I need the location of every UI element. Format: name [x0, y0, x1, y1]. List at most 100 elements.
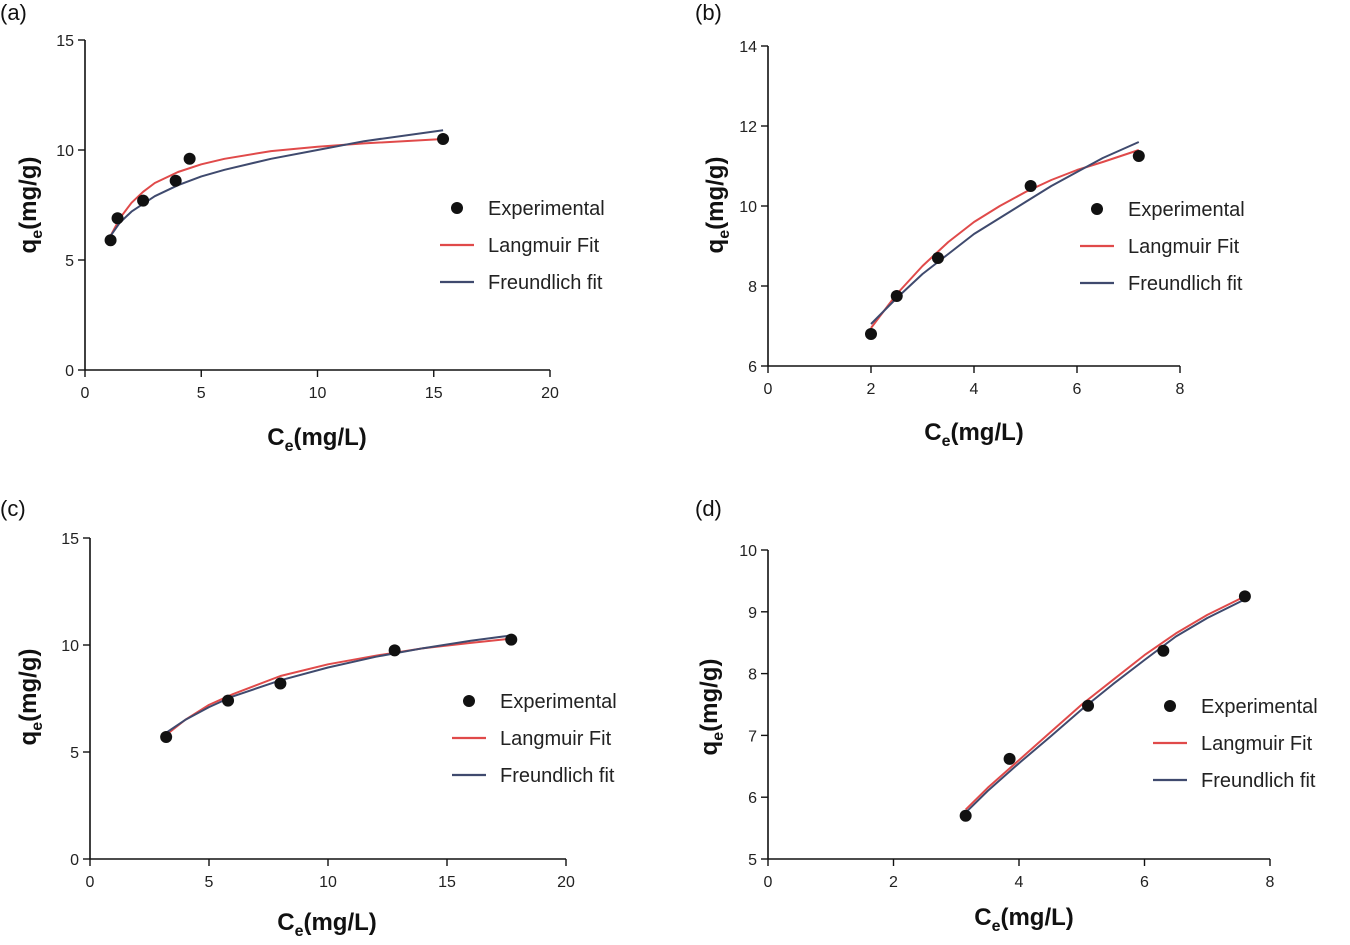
experimental-point: [222, 694, 235, 707]
x-tick-label: 8: [1176, 381, 1185, 398]
y-tick-label: 0: [70, 852, 79, 869]
experimental-point: [437, 133, 450, 145]
legend-label: Experimental: [500, 691, 617, 713]
x-axis-title: Ce(mg/L): [924, 419, 1024, 450]
y-tick-label: 0: [65, 363, 74, 380]
legend-label: Freundlich fit: [1128, 273, 1243, 295]
y-axis-title: qe(mg/g): [702, 157, 733, 254]
panel-label-d: (d): [695, 496, 722, 521]
legend-label: Experimental: [1128, 199, 1245, 221]
x-tick-label: 2: [867, 381, 876, 398]
x-axis-title-main: C: [267, 424, 284, 451]
y-axis-title-unit: (mg/g): [15, 157, 42, 230]
x-tick-label: 5: [197, 385, 206, 402]
legend-label: Experimental: [1201, 696, 1318, 718]
chart-panel-b: (b) 6 8 10 12 14 0 2 4 6 8 Ce(mg/L) qe(mg/g) Experim…: [675, 0, 1350, 472]
experimental-point: [137, 194, 150, 207]
experimental-point: [890, 290, 903, 302]
x-tick-label: 0: [81, 385, 90, 402]
freundlich-fit-curve: [109, 129, 444, 237]
y-axis-title: qe(mg/g): [696, 659, 727, 756]
y-axis-title: qe(mg/g): [15, 157, 46, 254]
experimental-point: [865, 328, 877, 340]
legend-label: Experimental: [488, 198, 605, 220]
experimental-point: [169, 174, 182, 187]
x-tick-label: 15: [425, 385, 443, 402]
x-tick-label: 20: [541, 385, 559, 402]
panel-label-b: (b): [695, 0, 722, 25]
experimental-point: [183, 152, 196, 165]
langmuir-fit-curve: [870, 149, 1140, 329]
y-tick-label: 6: [748, 359, 757, 376]
legend-label: Langmuir Fit: [1201, 733, 1313, 755]
x-tick-label: 20: [557, 874, 575, 891]
experimental-point: [1238, 590, 1251, 603]
legend-label: Langmuir Fit: [1128, 236, 1240, 258]
x-tick-label: 0: [86, 874, 95, 891]
experimental-point: [388, 644, 401, 657]
chart-panel-d: (d) 5 6 7 8 9 10 0 2 4 6 8 Ce(mg/L) qe(mg/g) Experime…: [675, 472, 1350, 945]
freundlich-fit-curve: [165, 634, 512, 734]
experimental-point: [931, 252, 944, 264]
y-axis-title-unit: (mg/g): [15, 649, 42, 722]
y-axis-title-main: q: [15, 239, 42, 254]
y-tick-label: 5: [65, 253, 74, 270]
y-tick-label: 10: [56, 143, 74, 160]
y-tick-label: 14: [739, 39, 757, 56]
experimental-point: [1003, 752, 1016, 765]
experimental-point: [505, 633, 518, 646]
y-tick-label: 10: [61, 638, 79, 655]
y-tick-label: 5: [748, 852, 757, 869]
langmuir-fit-curve: [109, 138, 444, 237]
legend-marker-experimental: [1091, 203, 1103, 215]
x-axis-title-unit: (mg/L): [303, 909, 376, 936]
langmuir-fit-curve: [165, 637, 512, 736]
y-tick-label: 8: [748, 279, 757, 296]
x-tick-label: 10: [309, 385, 327, 402]
y-tick-label: 10: [739, 199, 757, 216]
y-tick-label: 8: [748, 667, 757, 684]
chart-panel-a: (a) 0 5 10 15 0 5 10 15 20 Ce(mg/L) qe(mg/g) Experi…: [0, 0, 675, 472]
x-axis-title: Ce(mg/L): [277, 909, 377, 940]
legend-marker-experimental: [451, 202, 463, 214]
chart-panel-c: (c) 0 5 10 15 0 5 10 15 20 Ce(mg/L) qe(mg/g) Experi…: [0, 472, 675, 945]
y-tick-label: 10: [739, 543, 757, 560]
x-tick-label: 15: [438, 874, 456, 891]
y-axis-title-sub: e: [716, 230, 733, 239]
legend-marker-experimental: [463, 695, 475, 707]
y-tick-label: 9: [748, 605, 757, 622]
experimental-point: [959, 809, 972, 822]
x-axis-title-sub: e: [295, 923, 304, 940]
x-tick-label: 8: [1266, 874, 1275, 891]
y-axis-title: qe(mg/g): [15, 649, 46, 746]
experimental-point: [1157, 644, 1170, 657]
panel-label-a: (a): [0, 0, 27, 25]
x-axis-title-main: C: [277, 909, 294, 936]
legend-label: Freundlich fit: [1201, 770, 1316, 792]
legend-marker-experimental: [1164, 700, 1176, 712]
x-tick-label: 10: [319, 874, 337, 891]
x-axis-title: Ce(mg/L): [974, 904, 1074, 935]
experimental-point: [111, 212, 124, 225]
x-tick-label: 6: [1140, 874, 1149, 891]
legend-label: Langmuir Fit: [488, 235, 600, 257]
experimental-point: [104, 234, 117, 247]
x-axis-title-unit: (mg/L): [950, 419, 1023, 446]
y-axis-title-sub: e: [710, 732, 727, 741]
experimental-point: [160, 731, 173, 744]
y-axis-title-main: q: [696, 741, 723, 756]
x-axis-title-unit: (mg/L): [1000, 904, 1073, 931]
y-axis-title-main: q: [702, 239, 729, 254]
x-axis-title-unit: (mg/L): [293, 424, 366, 451]
y-tick-label: 7: [748, 728, 757, 745]
y-axis-title-sub: e: [29, 230, 46, 239]
y-tick-label: 15: [61, 531, 79, 548]
experimental-point: [1082, 699, 1095, 712]
langmuir-fit-curve: [964, 595, 1246, 811]
y-axis-title-sub: e: [29, 722, 46, 731]
experimental-point: [274, 677, 287, 690]
